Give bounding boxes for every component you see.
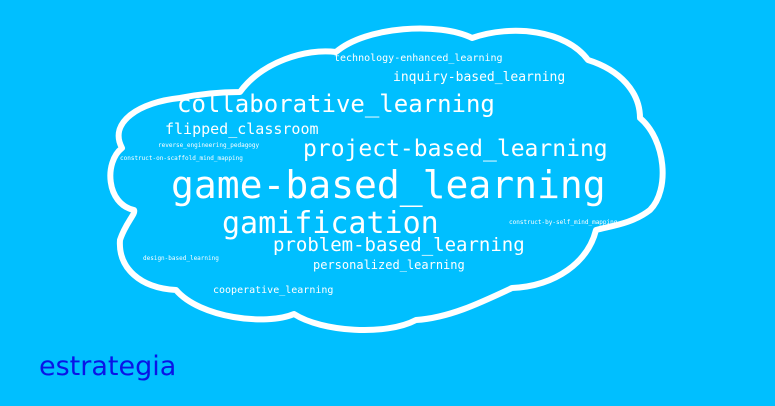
word-construct-by-self-mind-mapping: construct-by-self_mind_mapping [509, 219, 618, 226]
cloud-outline [107, 25, 666, 334]
word-game-based-learning: game-based_learning [171, 163, 606, 207]
word-problem-based-learning: problem-based_learning [273, 234, 525, 256]
word-gamification: gamification [222, 206, 439, 241]
word-construct-on-scaffold-mind-mapping: construct-on-scaffold_mind_mapping [120, 155, 243, 162]
word-cooperative-learning: cooperative_learning [213, 285, 334, 296]
word-flipped-classroom: flipped_classroom [165, 120, 319, 138]
word-project-based-learning: project-based_learning [303, 136, 608, 162]
word-reverse-engineering-pedagogy: reverse_engineering_pedagogy [158, 142, 260, 149]
word-inquiry-based-learning: inquiry-based_learning [393, 70, 566, 85]
word-design-based-learning: design-based_learning [143, 255, 219, 262]
word-technology-enhanced-learning: technology-enhanced_learning [334, 53, 503, 64]
word-personalized-learning: personalized_learning [313, 258, 465, 272]
word-collaborative-learning: collaborative_learning [177, 90, 495, 118]
caption-label: estrategia [39, 351, 177, 382]
